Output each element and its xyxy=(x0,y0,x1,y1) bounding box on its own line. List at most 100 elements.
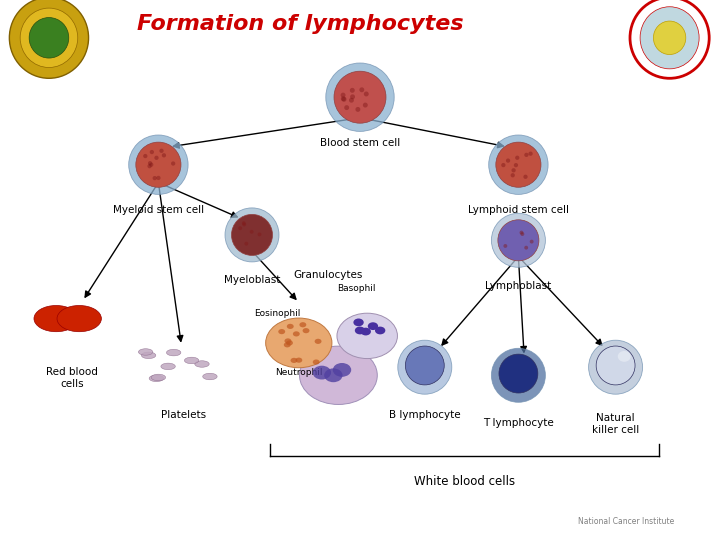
Ellipse shape xyxy=(514,163,518,167)
Ellipse shape xyxy=(528,152,533,156)
Ellipse shape xyxy=(250,230,253,234)
Circle shape xyxy=(295,357,302,363)
Ellipse shape xyxy=(359,87,364,92)
Text: Basophil: Basophil xyxy=(337,285,376,293)
Ellipse shape xyxy=(350,88,355,93)
Circle shape xyxy=(312,360,320,365)
Circle shape xyxy=(337,313,397,359)
Text: Granulocytes: Granulocytes xyxy=(293,270,362,280)
Ellipse shape xyxy=(356,107,360,112)
Circle shape xyxy=(278,329,285,334)
Text: National Cancer Institute: National Cancer Institute xyxy=(578,517,675,526)
Text: White blood cells: White blood cells xyxy=(414,475,515,488)
Text: Myeloblast: Myeloblast xyxy=(224,275,280,286)
Circle shape xyxy=(300,322,306,327)
Ellipse shape xyxy=(520,231,523,234)
Circle shape xyxy=(355,327,365,334)
Circle shape xyxy=(284,339,292,343)
Text: Blood stem cell: Blood stem cell xyxy=(320,138,400,148)
Circle shape xyxy=(312,366,331,380)
Ellipse shape xyxy=(149,375,163,382)
Ellipse shape xyxy=(596,346,635,385)
Text: Natural
killer cell: Natural killer cell xyxy=(592,413,639,435)
Circle shape xyxy=(361,328,371,335)
Ellipse shape xyxy=(349,98,354,103)
Ellipse shape xyxy=(530,240,534,244)
Ellipse shape xyxy=(654,21,686,55)
Ellipse shape xyxy=(341,96,346,101)
Circle shape xyxy=(286,340,293,346)
Ellipse shape xyxy=(166,349,181,356)
Text: Lymphoblast: Lymphoblast xyxy=(485,281,552,291)
Ellipse shape xyxy=(489,135,548,194)
Ellipse shape xyxy=(238,226,242,230)
Ellipse shape xyxy=(515,156,519,160)
Text: Red blood
cells: Red blood cells xyxy=(46,367,98,389)
Ellipse shape xyxy=(195,361,210,367)
Ellipse shape xyxy=(242,221,246,225)
Ellipse shape xyxy=(363,103,368,107)
Ellipse shape xyxy=(341,93,346,98)
Ellipse shape xyxy=(630,0,709,78)
Ellipse shape xyxy=(57,306,102,332)
Ellipse shape xyxy=(143,154,148,158)
Ellipse shape xyxy=(138,349,153,355)
Circle shape xyxy=(333,363,351,377)
Circle shape xyxy=(354,319,364,326)
Ellipse shape xyxy=(344,105,349,110)
Ellipse shape xyxy=(162,153,166,158)
Ellipse shape xyxy=(136,142,181,187)
Circle shape xyxy=(368,322,378,330)
Circle shape xyxy=(375,327,385,334)
Ellipse shape xyxy=(20,8,78,68)
Circle shape xyxy=(302,328,310,333)
Ellipse shape xyxy=(150,150,154,154)
Circle shape xyxy=(284,342,291,347)
Ellipse shape xyxy=(244,242,248,246)
Ellipse shape xyxy=(496,142,541,187)
Ellipse shape xyxy=(501,163,505,167)
Ellipse shape xyxy=(148,161,152,165)
Ellipse shape xyxy=(524,153,528,157)
Ellipse shape xyxy=(523,174,528,179)
Ellipse shape xyxy=(231,214,272,255)
Ellipse shape xyxy=(325,63,395,131)
Ellipse shape xyxy=(149,163,153,167)
Text: Lymphoid stem cell: Lymphoid stem cell xyxy=(468,205,569,215)
Ellipse shape xyxy=(184,357,199,364)
Ellipse shape xyxy=(524,246,528,249)
Ellipse shape xyxy=(491,348,546,402)
Text: T lymphocyte: T lymphocyte xyxy=(483,418,554,429)
Ellipse shape xyxy=(491,213,546,267)
Ellipse shape xyxy=(156,176,161,180)
Ellipse shape xyxy=(148,164,152,168)
Ellipse shape xyxy=(258,232,261,237)
Ellipse shape xyxy=(397,340,452,394)
Text: Eosinophil: Eosinophil xyxy=(254,309,300,318)
Ellipse shape xyxy=(159,148,163,153)
Text: Neutrophil: Neutrophil xyxy=(275,368,323,377)
Circle shape xyxy=(287,324,294,329)
Circle shape xyxy=(291,358,297,363)
Ellipse shape xyxy=(242,222,246,226)
Circle shape xyxy=(300,346,377,404)
Text: Platelets: Platelets xyxy=(161,410,206,421)
Ellipse shape xyxy=(153,176,157,180)
Ellipse shape xyxy=(511,168,516,172)
Ellipse shape xyxy=(499,354,538,393)
Circle shape xyxy=(266,318,332,368)
Ellipse shape xyxy=(161,363,175,370)
Circle shape xyxy=(315,339,322,344)
Ellipse shape xyxy=(129,135,188,194)
Text: Myeloid stem cell: Myeloid stem cell xyxy=(113,205,204,215)
Ellipse shape xyxy=(141,352,156,359)
Ellipse shape xyxy=(589,340,643,394)
Ellipse shape xyxy=(29,17,69,58)
Ellipse shape xyxy=(9,0,89,78)
Ellipse shape xyxy=(498,220,539,261)
Ellipse shape xyxy=(154,156,158,160)
Ellipse shape xyxy=(34,306,78,332)
Ellipse shape xyxy=(225,208,279,262)
Ellipse shape xyxy=(151,374,166,381)
Ellipse shape xyxy=(503,244,508,248)
